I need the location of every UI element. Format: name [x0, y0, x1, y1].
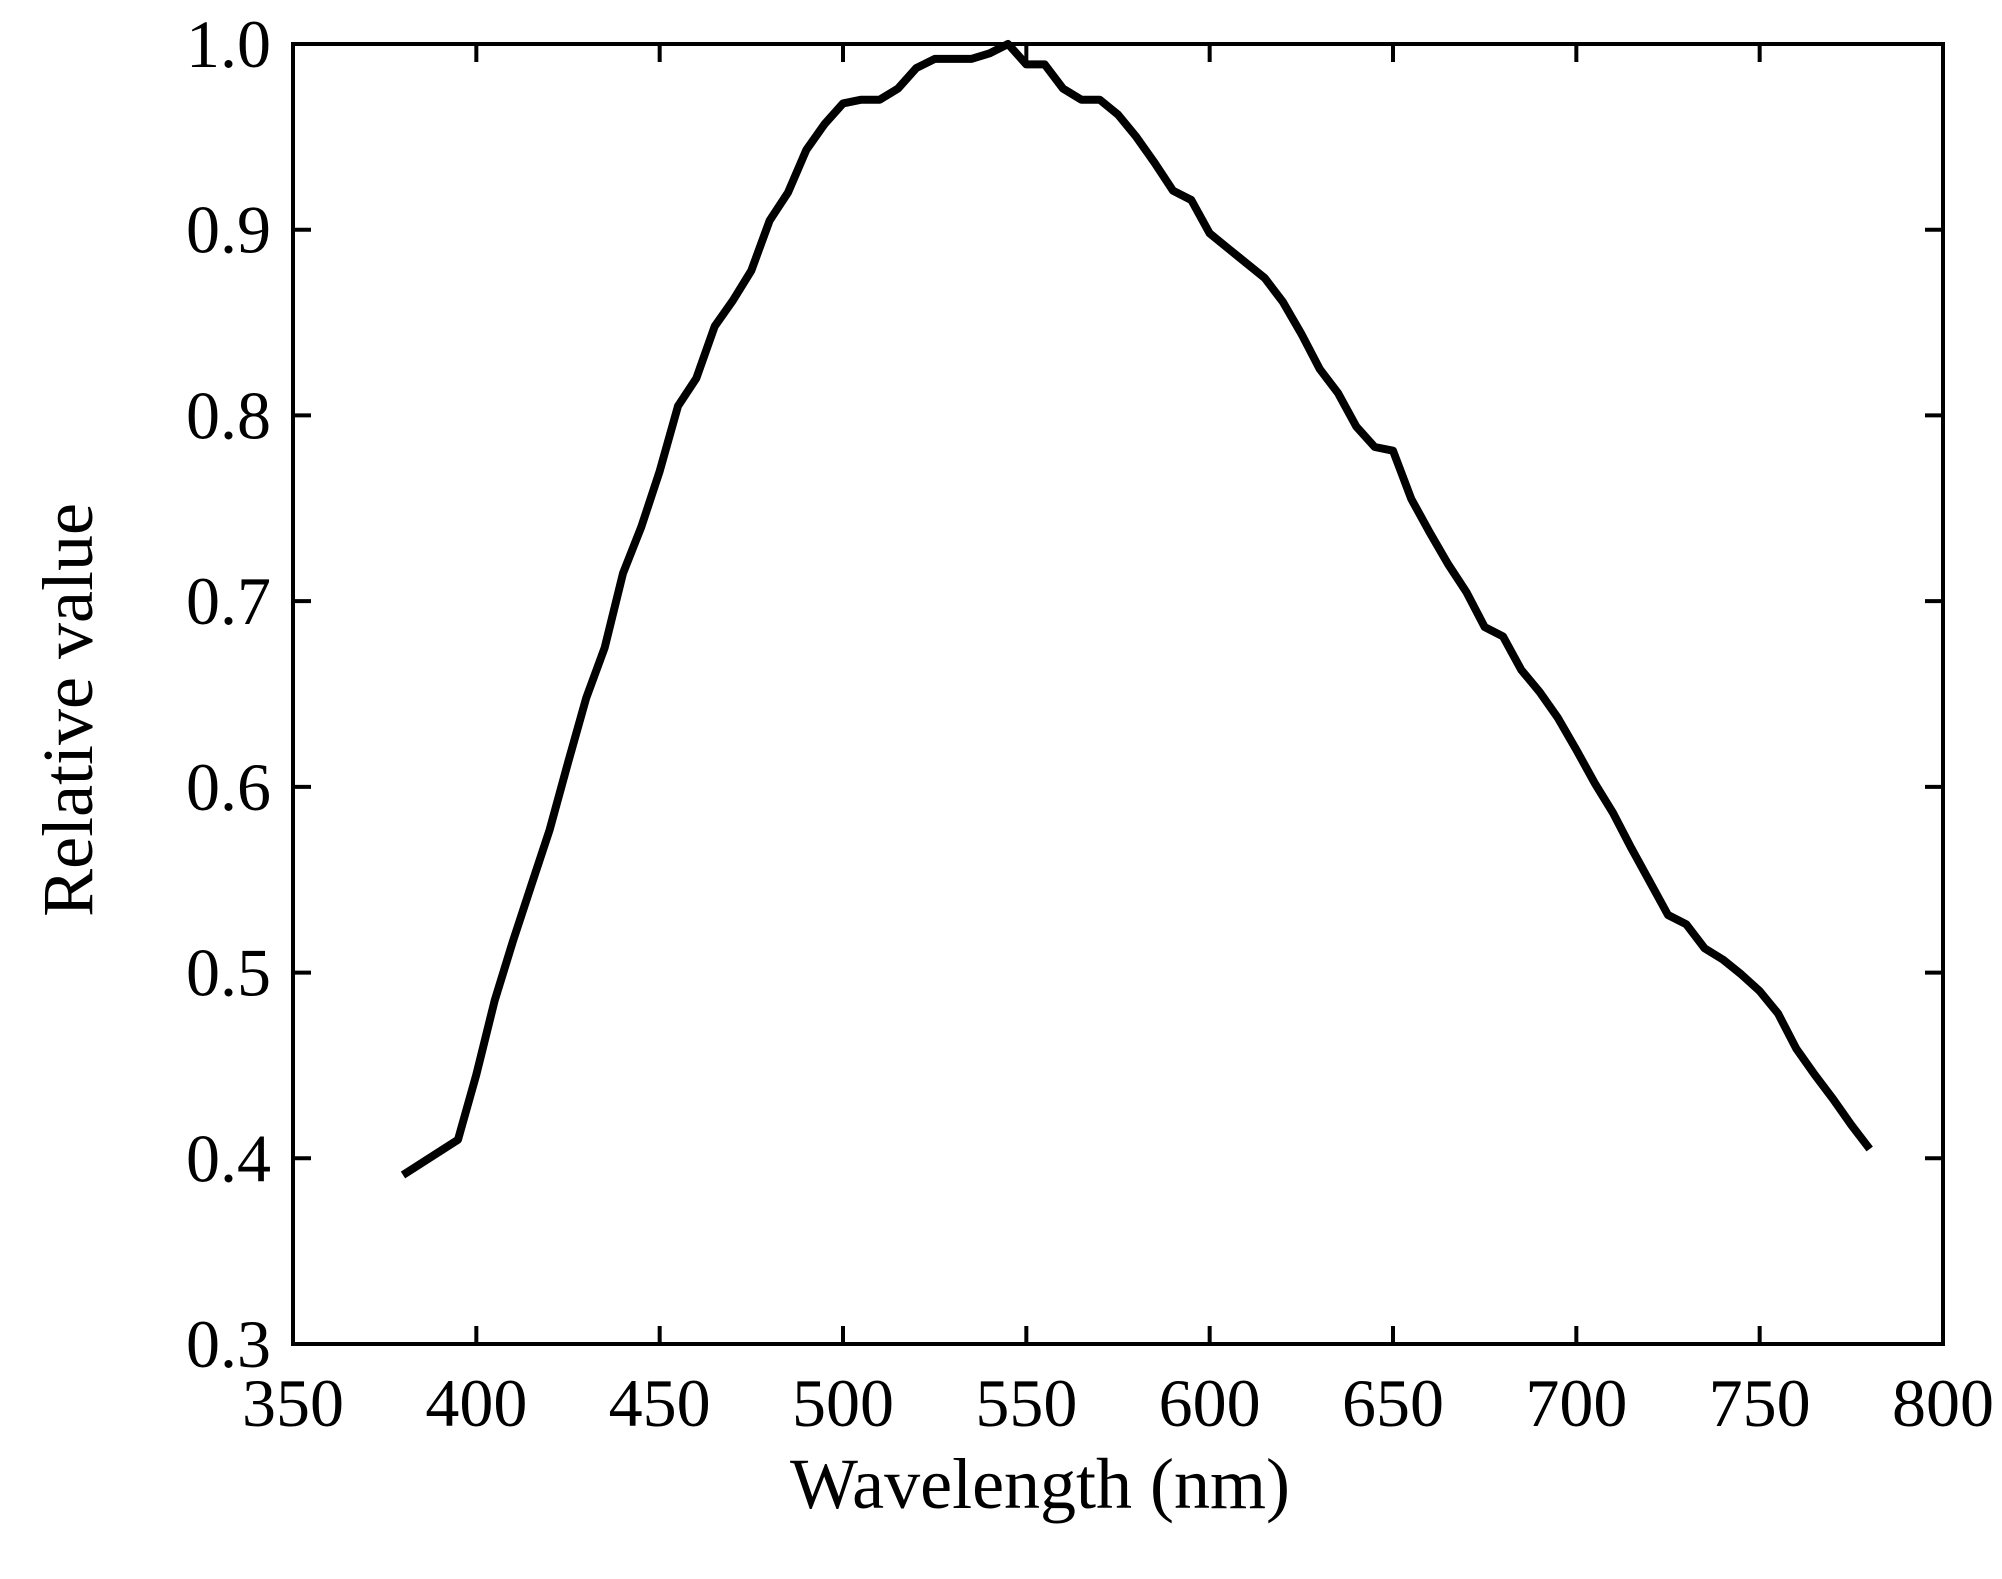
- y-tick-label-1.0: 1.0: [186, 6, 271, 82]
- y-tick-label-0.6: 0.6: [186, 749, 271, 825]
- axis-ticks: [291, 42, 1945, 1346]
- series-layer: [400, 40, 1873, 1179]
- y-tick-label-0.9: 0.9: [186, 192, 271, 268]
- y-tick-label-0.4: 0.4: [186, 1120, 271, 1196]
- y-tick-label-0.3: 0.3: [186, 1306, 271, 1382]
- x-tick-label-800: 800: [1892, 1365, 1994, 1441]
- x-tick-label-350: 350: [242, 1365, 344, 1441]
- x-tick-label-500: 500: [792, 1365, 894, 1441]
- y-tick-label-0.8: 0.8: [186, 377, 271, 453]
- series-line-0: [400, 40, 1873, 1179]
- x-tick-label-600: 600: [1159, 1365, 1261, 1441]
- y-tick-labels: 0.3 0.4 0.5 0.6 0.7 0.8 0.9 1.0: [186, 6, 271, 1382]
- x-tick-label-450: 450: [609, 1365, 711, 1441]
- x-tick-label-400: 400: [425, 1365, 527, 1441]
- x-tick-label-650: 650: [1342, 1365, 1444, 1441]
- x-axis-label: Wavelength (nm): [790, 1444, 1290, 1524]
- plot-frame: [291, 42, 1945, 1346]
- y-axis-label: Relative value: [28, 503, 108, 917]
- y-tick-label-0.7: 0.7: [186, 563, 271, 639]
- x-tick-label-700: 700: [1525, 1365, 1627, 1441]
- x-tick-label-550: 550: [975, 1365, 1077, 1441]
- x-tick-labels: 350 400 450 500 550 600 650 700 750 800: [242, 1365, 1994, 1441]
- x-tick-label-750: 750: [1709, 1365, 1811, 1441]
- y-tick-label-0.5: 0.5: [186, 935, 271, 1011]
